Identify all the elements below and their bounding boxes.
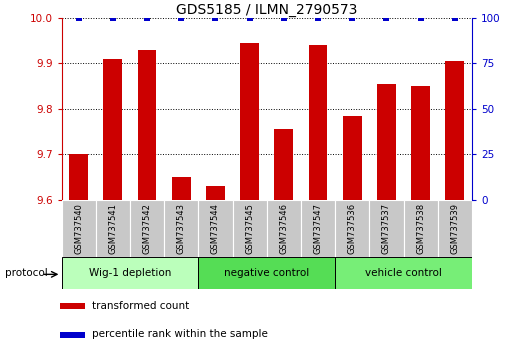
Bar xyxy=(343,116,362,200)
Bar xyxy=(199,257,335,289)
Bar xyxy=(104,59,122,200)
Bar xyxy=(411,86,430,200)
Point xyxy=(109,15,117,21)
Text: negative control: negative control xyxy=(224,268,309,278)
Bar xyxy=(61,332,85,338)
Point xyxy=(211,15,220,21)
Text: percentile rank within the sample: percentile rank within the sample xyxy=(92,329,268,339)
Bar xyxy=(172,177,191,200)
Text: GSM737542: GSM737542 xyxy=(143,203,151,254)
Bar xyxy=(130,200,164,257)
Bar xyxy=(199,200,232,257)
Text: GSM737545: GSM737545 xyxy=(245,203,254,254)
Bar xyxy=(206,186,225,200)
Text: GSM737538: GSM737538 xyxy=(416,203,425,254)
Text: GSM737537: GSM737537 xyxy=(382,203,391,254)
Bar xyxy=(96,200,130,257)
Point xyxy=(348,15,357,21)
Bar xyxy=(335,257,472,289)
Bar xyxy=(335,200,369,257)
Text: GSM737539: GSM737539 xyxy=(450,203,459,254)
Bar xyxy=(62,200,96,257)
Point xyxy=(280,15,288,21)
Text: GSM737547: GSM737547 xyxy=(313,203,323,254)
Text: Wig-1 depletion: Wig-1 depletion xyxy=(89,268,171,278)
Bar xyxy=(137,50,156,200)
Bar xyxy=(445,61,464,200)
Text: GSM737536: GSM737536 xyxy=(348,203,357,254)
Point xyxy=(451,15,459,21)
Text: transformed count: transformed count xyxy=(92,301,189,310)
Text: GSM737543: GSM737543 xyxy=(177,203,186,254)
Text: protocol: protocol xyxy=(5,268,48,278)
Bar xyxy=(377,84,396,200)
Bar xyxy=(232,200,267,257)
Point xyxy=(314,15,322,21)
Bar xyxy=(309,45,327,200)
Bar xyxy=(267,200,301,257)
Bar xyxy=(274,129,293,200)
Point xyxy=(74,15,83,21)
Bar xyxy=(369,200,404,257)
Text: GSM737540: GSM737540 xyxy=(74,203,83,254)
Bar xyxy=(164,200,199,257)
Bar xyxy=(240,43,259,200)
Point xyxy=(177,15,185,21)
Point xyxy=(246,15,254,21)
Bar xyxy=(62,257,199,289)
Point xyxy=(417,15,425,21)
Text: GSM737544: GSM737544 xyxy=(211,203,220,254)
Bar xyxy=(69,154,88,200)
Point xyxy=(382,15,390,21)
Bar xyxy=(438,200,472,257)
Text: vehicle control: vehicle control xyxy=(365,268,442,278)
Bar xyxy=(404,200,438,257)
Text: GSM737546: GSM737546 xyxy=(280,203,288,254)
Point xyxy=(143,15,151,21)
Title: GDS5185 / ILMN_2790573: GDS5185 / ILMN_2790573 xyxy=(176,3,358,17)
Text: GSM737541: GSM737541 xyxy=(108,203,117,254)
Bar xyxy=(301,200,335,257)
Bar xyxy=(61,303,85,309)
